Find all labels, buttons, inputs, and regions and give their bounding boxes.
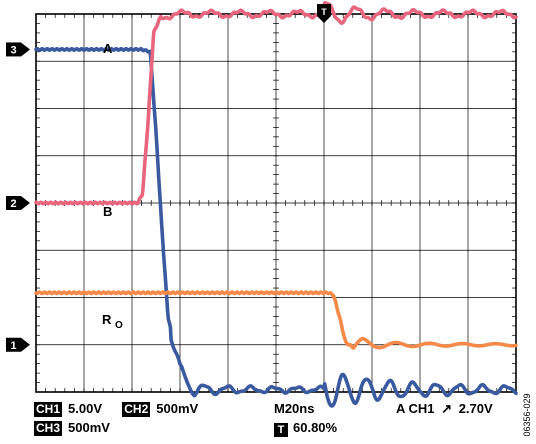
channel-markers: 3 2 1 xyxy=(6,42,30,352)
ch3-value: 500mV xyxy=(68,420,110,435)
channel-marker-box xyxy=(6,337,21,352)
trigger-position-readout: T 60.80% xyxy=(274,419,337,437)
channel-marker-1: 1 xyxy=(6,337,30,352)
trigger-position-marker: T xyxy=(317,4,331,23)
trace-a xyxy=(34,46,518,408)
channel-marker-label: 1 xyxy=(10,340,16,352)
channel-marker-arrow xyxy=(21,196,30,210)
ch3-readout: CH3 500mV xyxy=(34,419,110,437)
trace-label-a: A xyxy=(103,41,113,56)
channel-marker-box xyxy=(6,196,21,210)
trigger-marker-shape xyxy=(317,4,331,23)
trigger-source: A CH1 xyxy=(396,401,435,416)
figure-id: 06356-029 xyxy=(520,390,534,440)
trace-ro xyxy=(34,290,518,350)
channel-marker-3: 3 xyxy=(6,42,30,57)
trace-label-ro-main: R xyxy=(102,312,112,327)
trace-labels: A B R O xyxy=(102,41,123,331)
channel-marker-box xyxy=(6,42,21,57)
ch3-tag: CH3 xyxy=(34,421,63,436)
timebase-readout: M20ns xyxy=(274,401,315,416)
trace-b xyxy=(34,0,518,206)
trace-label-ro-sub: O xyxy=(115,320,123,331)
figure-id-text: 06356-029 xyxy=(522,393,532,437)
status-bar: CH1 5.00V CH2 500mV M20ns A CH1 ↗ 2.70V CH… xyxy=(34,400,520,440)
trace-label-b: B xyxy=(103,204,112,219)
ch2-value: 500mV xyxy=(156,401,199,416)
trigger-level: 2.70V xyxy=(458,401,493,416)
trace-label-ro: R O xyxy=(102,312,123,331)
ch1-value: 5.00V xyxy=(68,401,102,416)
traces xyxy=(34,0,518,408)
rising-edge-icon: ↗ xyxy=(441,401,453,416)
channel-marker-arrow xyxy=(21,337,30,352)
trigger-t-icon: T xyxy=(274,423,288,437)
channel-marker-label: 2 xyxy=(10,198,16,210)
trigger-readout: A CH1 ↗ 2.70V xyxy=(396,400,493,418)
channel-marker-2: 2 xyxy=(6,196,30,210)
trigger-position-value: 60.80% xyxy=(293,420,338,435)
ch1-tag: CH1 xyxy=(34,402,63,417)
ch1-ch2-readout: CH1 5.00V CH2 500mV xyxy=(34,400,198,418)
channel-marker-arrow xyxy=(21,42,30,57)
ch2-tag: CH2 xyxy=(122,402,151,417)
trigger-marker-label: T xyxy=(321,7,327,17)
channel-marker-label: 3 xyxy=(10,44,16,56)
